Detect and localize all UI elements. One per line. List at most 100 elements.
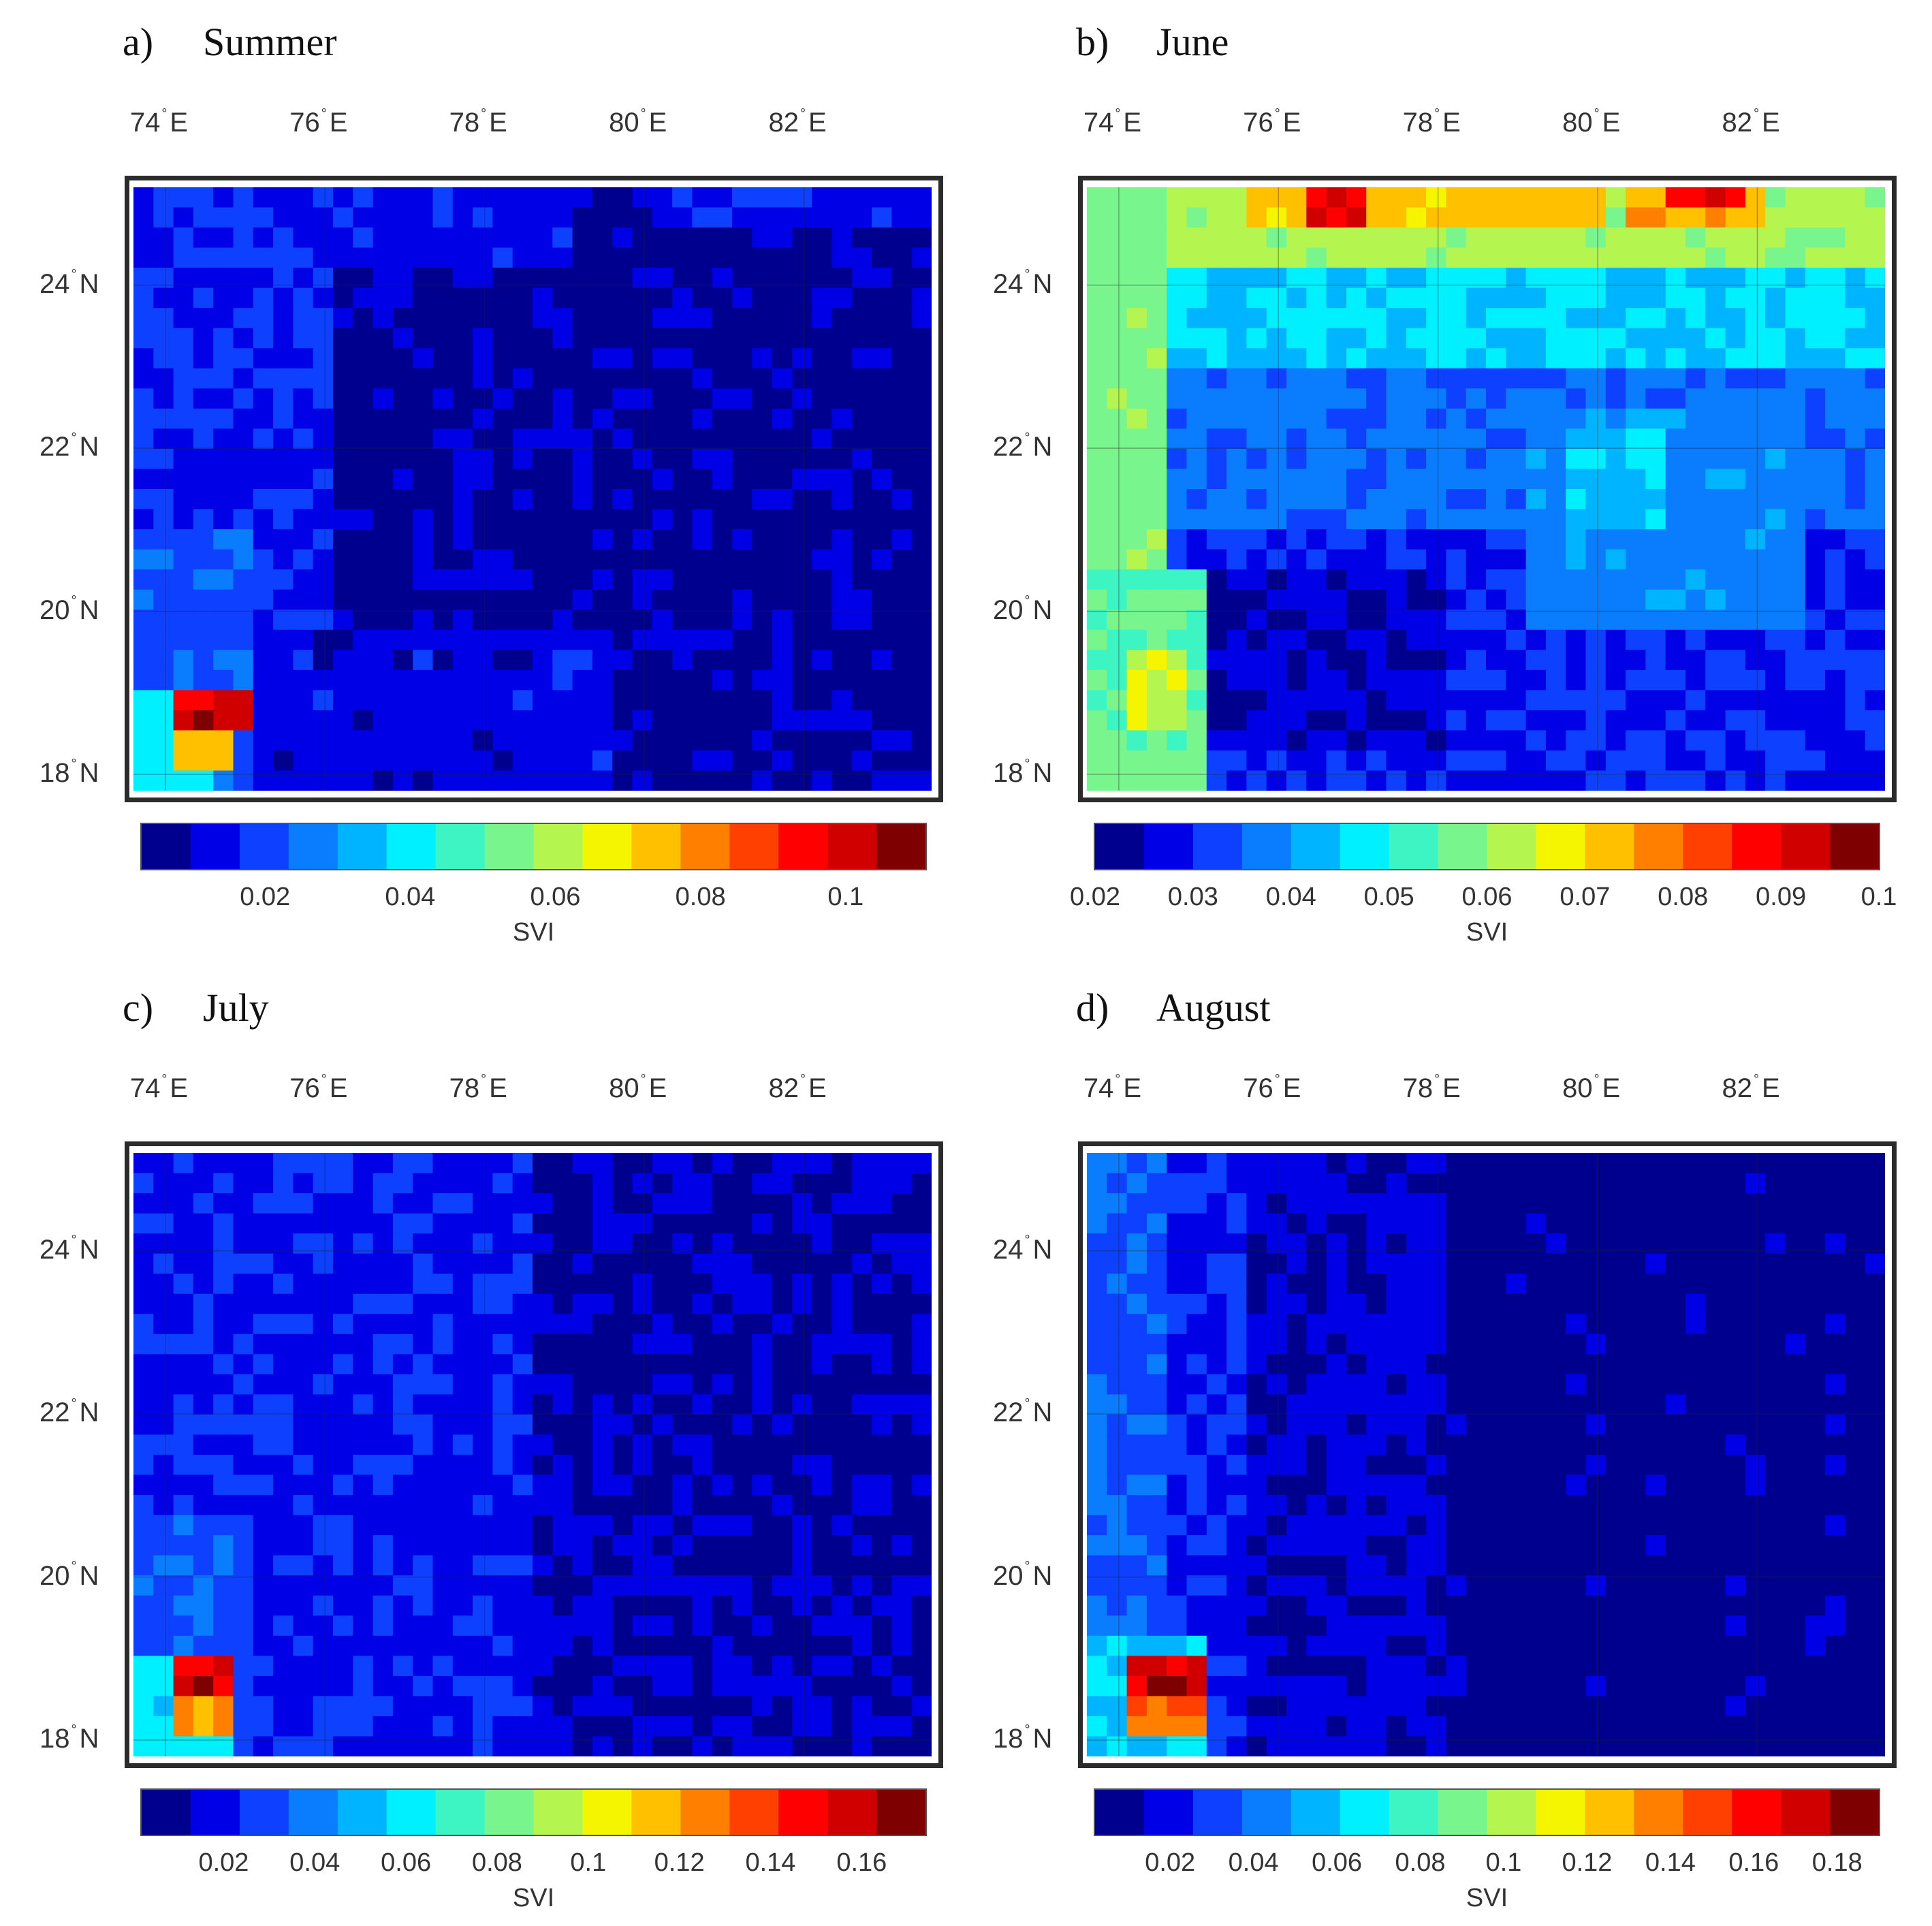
heatmap-cell — [872, 770, 892, 791]
heatmap-cell — [1845, 730, 1866, 751]
heatmap-cell — [572, 1213, 593, 1234]
heatmap-cell — [812, 489, 833, 510]
heatmap-cell — [432, 1455, 454, 1476]
heatmap-cell — [732, 629, 753, 650]
heatmap-cell — [832, 1555, 853, 1576]
heatmap-cell — [1266, 1696, 1287, 1717]
heatmap-cell — [1386, 1293, 1407, 1314]
heatmap-cell — [233, 469, 254, 490]
heatmap-cell — [1426, 1394, 1446, 1415]
heatmap-cell — [1626, 1213, 1646, 1234]
heatmap-cell — [812, 730, 833, 751]
heatmap-cell — [492, 629, 513, 650]
heatmap-cell — [512, 629, 533, 650]
heatmap-cell — [712, 348, 733, 369]
heatmap-cell — [1685, 1193, 1706, 1214]
heatmap-cell — [293, 1414, 314, 1436]
heatmap-cell — [851, 227, 872, 249]
heatmap-cell — [133, 1354, 154, 1375]
heatmap-cell — [233, 1515, 254, 1536]
heatmap-cell — [552, 509, 573, 530]
heatmap-cell — [253, 1656, 274, 1677]
heatmap-cell — [293, 610, 314, 631]
heatmap-cell — [133, 1233, 154, 1254]
heatmap-cell — [1545, 1736, 1566, 1756]
heatmap-cell — [253, 489, 274, 510]
heatmap-cell — [1406, 428, 1427, 449]
heatmap-cell — [692, 1354, 713, 1375]
heatmap-cell — [1426, 1656, 1446, 1677]
heatmap-cell — [1446, 489, 1467, 510]
heatmap-cell — [1466, 770, 1487, 791]
heatmap-cell — [153, 650, 174, 671]
heatmap-cell — [1366, 730, 1387, 751]
heatmap-cell — [533, 187, 553, 208]
heatmap-cell — [1286, 469, 1307, 490]
heatmap-cell — [911, 448, 932, 470]
heatmap-cell — [1426, 287, 1446, 309]
heatmap-cell — [1107, 1615, 1128, 1637]
heatmap-cell — [1845, 1253, 1866, 1274]
heatmap-cell — [1186, 610, 1207, 631]
heatmap-cell — [772, 1455, 793, 1476]
heatmap-cell — [851, 509, 872, 530]
heatmap-cell — [373, 770, 394, 791]
heatmap-cell — [1825, 1233, 1846, 1254]
heatmap-cell — [1725, 388, 1746, 409]
heatmap-cell — [512, 1293, 533, 1314]
heatmap-cell — [1406, 388, 1427, 409]
heatmap-cell — [1306, 669, 1327, 691]
heatmap-cell — [752, 348, 773, 369]
heatmap-cell — [1226, 408, 1247, 429]
heatmap-cell — [153, 1555, 174, 1576]
heatmap-cell — [293, 1434, 314, 1455]
heatmap-cell — [273, 1535, 294, 1556]
heatmap-cell — [133, 1474, 154, 1496]
heatmap-cell — [1087, 1153, 1107, 1174]
heatmap-cell — [273, 1696, 294, 1717]
heatmap-cell — [392, 1253, 413, 1274]
heatmap-cell — [1486, 1615, 1506, 1637]
heatmap-cell — [1126, 1293, 1147, 1314]
heatmap-cell — [612, 268, 633, 289]
heatmap-cell — [672, 569, 693, 590]
heatmap-cell — [1745, 1535, 1766, 1556]
heatmap-cell — [1326, 1233, 1347, 1254]
heatmap-cell — [552, 1274, 573, 1295]
heatmap-cell — [1446, 227, 1467, 249]
heatmap-cell — [533, 1434, 553, 1455]
heatmap-cell — [1665, 1394, 1686, 1415]
heatmap-cell — [1286, 308, 1307, 329]
heatmap-cell — [1366, 388, 1387, 409]
heatmap-cell — [652, 1193, 673, 1214]
heatmap-cell — [1126, 549, 1147, 570]
heatmap-cell — [1845, 1474, 1866, 1496]
heatmap-cell — [911, 1414, 932, 1436]
heatmap-cell — [832, 388, 853, 409]
heatmap-cell — [891, 448, 913, 470]
heatmap-cell — [872, 1434, 892, 1455]
heatmap-cell — [1545, 187, 1566, 208]
heatmap-cell — [273, 1555, 294, 1576]
heatmap-cell — [1266, 1354, 1287, 1375]
heatmap-cell — [1845, 247, 1866, 268]
heatmap-cell — [1645, 509, 1666, 530]
heatmap-cell — [1626, 650, 1646, 671]
heatmap-cell — [1585, 1455, 1606, 1476]
heatmap-cell — [233, 1495, 254, 1516]
heatmap-cell — [1566, 1213, 1587, 1234]
heatmap-cell — [1665, 187, 1686, 208]
heatmap-cell — [732, 1173, 753, 1194]
heatmap-cell — [1626, 227, 1646, 249]
heatmap-cell — [1406, 247, 1427, 268]
heatmap-cell — [1645, 529, 1666, 550]
heatmap-cell — [432, 770, 454, 791]
heatmap-cell — [133, 287, 154, 309]
heatmap-cell — [133, 569, 154, 590]
heatmap-cell — [333, 509, 353, 530]
colorbar-segment — [435, 824, 486, 869]
heatmap-cell — [592, 1374, 613, 1395]
heatmap-cell — [1107, 348, 1128, 369]
heatmap-cell — [812, 750, 833, 772]
heatmap-cell — [712, 1515, 733, 1536]
